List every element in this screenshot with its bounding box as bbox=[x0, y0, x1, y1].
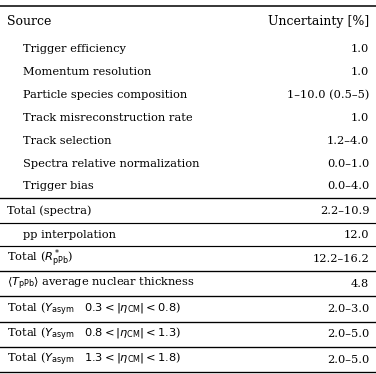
Text: Total ($Y_{\mathrm{asym}}$   $0.3 < |\eta_{\mathrm{CM}}| < 0.8$): Total ($Y_{\mathrm{asym}}$ $0.3 < |\eta_… bbox=[7, 300, 181, 318]
Text: Uncertainty [%]: Uncertainty [%] bbox=[268, 15, 369, 28]
Text: 2.0–5.0: 2.0–5.0 bbox=[327, 355, 369, 365]
Text: 12.0: 12.0 bbox=[344, 230, 369, 239]
Text: 0.0–4.0: 0.0–4.0 bbox=[327, 181, 369, 191]
Text: 1.2–4.0: 1.2–4.0 bbox=[327, 136, 369, 146]
Text: 1.0: 1.0 bbox=[351, 67, 369, 77]
Text: $\langle T_{\mathrm{pPb}}\rangle$ average nuclear thickness: $\langle T_{\mathrm{pPb}}\rangle$ averag… bbox=[7, 276, 194, 292]
Text: 4.8: 4.8 bbox=[351, 279, 369, 289]
Text: Track selection: Track selection bbox=[23, 136, 111, 146]
Text: Total (spectra): Total (spectra) bbox=[7, 205, 91, 216]
Text: Total ($Y_{\mathrm{asym}}$   $0.8 < |\eta_{\mathrm{CM}}| < 1.3$): Total ($Y_{\mathrm{asym}}$ $0.8 < |\eta_… bbox=[7, 326, 181, 343]
Text: 0.0–1.0: 0.0–1.0 bbox=[327, 159, 369, 169]
Text: Track misreconstruction rate: Track misreconstruction rate bbox=[23, 113, 192, 123]
Text: 2.2–10.9: 2.2–10.9 bbox=[320, 205, 369, 215]
Text: Momentum resolution: Momentum resolution bbox=[23, 67, 151, 77]
Text: pp interpolation: pp interpolation bbox=[23, 230, 115, 239]
Text: Trigger bias: Trigger bias bbox=[23, 181, 93, 191]
Text: 1–10.0 (0.5–5): 1–10.0 (0.5–5) bbox=[287, 90, 369, 100]
Text: Total ($R^*_{\mathrm{pPb}}$): Total ($R^*_{\mathrm{pPb}}$) bbox=[7, 248, 73, 270]
Text: 2.0–5.0: 2.0–5.0 bbox=[327, 329, 369, 339]
Text: 1.0: 1.0 bbox=[351, 113, 369, 123]
Text: Spectra relative normalization: Spectra relative normalization bbox=[23, 159, 199, 169]
Text: Particle species composition: Particle species composition bbox=[23, 90, 187, 100]
Text: 12.2–16.2: 12.2–16.2 bbox=[312, 254, 369, 264]
Text: 2.0–3.0: 2.0–3.0 bbox=[327, 304, 369, 314]
Text: Total ($Y_{\mathrm{asym}}$   $1.3 < |\eta_{\mathrm{CM}}| < 1.8$): Total ($Y_{\mathrm{asym}}$ $1.3 < |\eta_… bbox=[7, 351, 181, 368]
Text: 1.0: 1.0 bbox=[351, 45, 369, 55]
Text: Trigger efficiency: Trigger efficiency bbox=[23, 45, 126, 55]
Text: Source: Source bbox=[7, 15, 51, 28]
